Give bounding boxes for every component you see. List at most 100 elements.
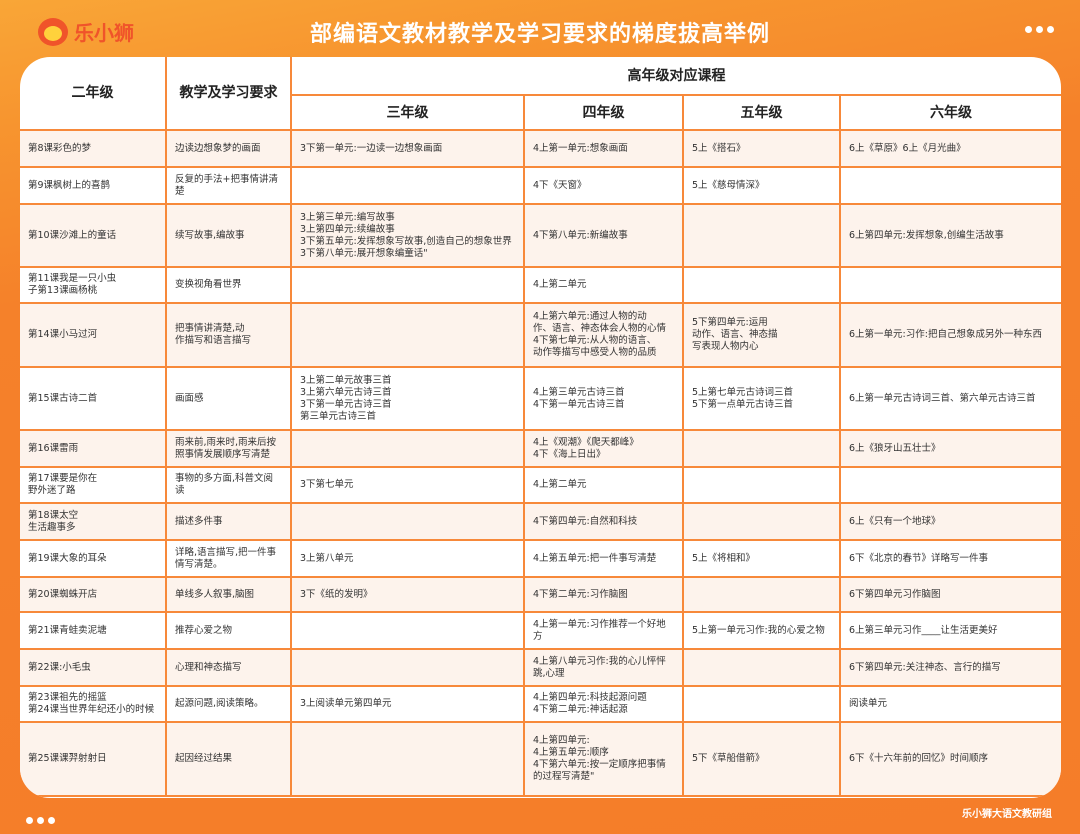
cell-req: 变换视角看世界: [165, 266, 292, 304]
cell-lesson: 第25课课羿射射日: [20, 721, 167, 797]
cell-g5: [682, 266, 841, 304]
cell-lesson: 第18课太空 生活趣事多: [20, 502, 167, 541]
header-grade6: 六年级: [839, 94, 1061, 131]
cell-g3: 3上第八单元: [290, 539, 525, 578]
cell-lesson: 第11课我是一只小虫 子第13课画杨桃: [20, 266, 167, 304]
cell-req: 描述多件事: [165, 502, 292, 541]
cell-req: 边读边想象梦的画面: [165, 129, 292, 168]
cell-g6: 6上《狼牙山五壮士》: [839, 429, 1061, 468]
table-row: 第14课小马过河 把事情讲清楚,动 作描写和语言描写 4上第六单元:通过人物的动 作…: [20, 302, 1061, 368]
cell-g5: 5上《搭石》: [682, 129, 841, 168]
cell-req: 详略,语言描写,把一件事 情写清楚。: [165, 539, 292, 578]
cell-g4: 4上第一单元:习作推荐一个好地方: [523, 611, 684, 650]
cell-g4: 4下第八单元:新编故事: [523, 203, 684, 268]
cell-g5: 5上《慈母情深》: [682, 166, 841, 205]
cell-g4: 4上第二单元: [523, 466, 684, 504]
cell-lesson: 第20课蜘蛛开店: [20, 576, 167, 613]
cell-g6: 6上《草原》6上《月光曲》: [839, 129, 1061, 168]
cell-g4: 4下《天窗》: [523, 166, 684, 205]
cell-lesson: 第14课小马过河: [20, 302, 167, 368]
cell-g6: 6上《只有一个地球》: [839, 502, 1061, 541]
cell-req: 起因经过结果: [165, 721, 292, 797]
cell-g5: [682, 648, 841, 687]
cell-req: 续写故事,编故事: [165, 203, 292, 268]
table-row: 第10课沙滩上的童话 续写故事,编故事 3上第三单元:编写故事 3上第四单元:续编故…: [20, 203, 1061, 268]
cell-g3: 3下第七单元: [290, 466, 525, 504]
cell-req: 雨来前,雨来时,雨来后按 照事情发展顺序写清楚: [165, 429, 292, 468]
cell-g5: [682, 502, 841, 541]
header-grade5: 五年级: [682, 94, 841, 131]
lion-logo-icon: [38, 17, 68, 46]
brand-logo: 乐小狮: [38, 17, 134, 46]
cell-g4: 4上第三单元古诗三首 4下第一单元古诗三首: [523, 366, 684, 431]
cell-g4: 4下第四单元:自然和科技: [523, 502, 684, 541]
cell-lesson: 第17课要是你在 野外迷了路: [20, 466, 167, 504]
table-row: 第9课枫树上的喜鹊 反复的手法+把事情讲清楚 4下《天窗》 5上《慈母情深》: [20, 166, 1061, 205]
cell-req: 画面感: [165, 366, 292, 431]
cell-g3: 3上第二单元故事三首 3上第六单元古诗三首 3下第一单元古诗三首 第三单元古诗三…: [290, 366, 525, 431]
table-row: 第11课我是一只小虫 子第13课画杨桃 变换视角看世界 4上第二单元: [20, 266, 1061, 304]
cell-g6: 6下第四单元习作脑图: [839, 576, 1061, 613]
cell-g3: 3上阅读单元第四单元: [290, 685, 525, 723]
table-row: 第21课青蛙卖泥塘 推荐心爱之物 4上第一单元:习作推荐一个好地方 5上第一单元习作:…: [20, 611, 1061, 650]
cell-g6: 6上第一单元古诗词三首、第六单元古诗三首: [839, 366, 1061, 431]
cell-g4: 4上第二单元: [523, 266, 684, 304]
table-card: 二年级 教学及学习要求 高年级对应课程 三年级 四年级 五年级 六年级 第8课彩…: [20, 57, 1061, 798]
cell-g5: 5上《将相和》: [682, 539, 841, 578]
table-row: 第16课雷雨 雨来前,雨来时,雨来后按 照事情发展顺序写清楚 4上《观潮》《爬天都峰…: [20, 429, 1061, 468]
header-higher-grades: 高年级对应课程: [290, 57, 1061, 96]
cell-g5: [682, 576, 841, 613]
table-row: 第18课太空 生活趣事多 描述多件事 4下第四单元:自然和科技 6上《只有一个地球》: [20, 502, 1061, 541]
cell-g6: 6上第四单元:发挥想象,创编生活故事: [839, 203, 1061, 268]
footer-credit: 乐小狮大语文教研组: [962, 809, 1052, 820]
cell-g5: 5上第七单元古诗词三首 5下第一点单元古诗三首: [682, 366, 841, 431]
cell-g3: [290, 302, 525, 368]
cell-g6: 6下第四单元:关注神态、言行的描写: [839, 648, 1061, 687]
cell-req: 心理和神态描写: [165, 648, 292, 687]
cell-g3: [290, 266, 525, 304]
cell-g6: 6上第一单元:习作:把自己想象成另外一种东西: [839, 302, 1061, 368]
cell-lesson: 第19课大象的耳朵: [20, 539, 167, 578]
cell-g4: 4上第一单元:想象画面: [523, 129, 684, 168]
curriculum-table: 二年级 教学及学习要求 高年级对应课程 三年级 四年级 五年级 六年级 第8课彩…: [20, 57, 1061, 797]
cell-req: 推荐心爱之物: [165, 611, 292, 650]
cell-g6: [839, 266, 1061, 304]
cell-req: 单线多人叙事,脑图: [165, 576, 292, 613]
cell-g4: 4上第八单元习作:我的心儿怦怦跳,心理: [523, 648, 684, 687]
cell-g5: [682, 429, 841, 468]
cell-g5: 5下《草船借箭》: [682, 721, 841, 797]
cell-g5: [682, 466, 841, 504]
cell-lesson: 第8课彩色的梦: [20, 129, 167, 168]
header-grade2: 二年级: [20, 57, 167, 131]
cell-g5: 5上第一单元习作:我的心爱之物: [682, 611, 841, 650]
cell-g4: 4上第四单元:科技起源问题 4下第二单元:神话起源: [523, 685, 684, 723]
table-row: 第15课古诗二首 画面感 3上第二单元故事三首 3上第六单元古诗三首 3下第一单元古…: [20, 366, 1061, 431]
cell-g3: [290, 611, 525, 650]
cell-req: 反复的手法+把事情讲清楚: [165, 166, 292, 205]
cell-lesson: 第15课古诗二首: [20, 366, 167, 431]
cell-g6: 6下《北京的春节》详略写一件事: [839, 539, 1061, 578]
cell-lesson: 第23课祖先的摇篮 第24课当世界年纪还小的时候: [20, 685, 167, 723]
table-row: 第20课蜘蛛开店 单线多人叙事,脑图 3下《纸的发明》 4下第二单元:习作脑图 6下第四…: [20, 576, 1061, 613]
cell-lesson: 第21课青蛙卖泥塘: [20, 611, 167, 650]
dots-icon: [26, 817, 55, 824]
header-grade4: 四年级: [523, 94, 684, 131]
cell-g4: 4下第二单元:习作脑图: [523, 576, 684, 613]
cell-g5: [682, 203, 841, 268]
page-title: 部编语文教材教学及学习要求的梯度拔高举例: [309, 22, 770, 47]
dots-icon: [1025, 26, 1054, 33]
cell-req: 事物的多方面,科普文阅读: [165, 466, 292, 504]
table-row: 第25课课羿射射日 起因经过结果 4上第四单元: 4上第五单元:顺序 4下第六单元:…: [20, 721, 1061, 797]
cell-g3: [290, 166, 525, 205]
cell-g6: [839, 466, 1061, 504]
cell-g3: [290, 648, 525, 687]
cell-g4: 4上第五单元:把一件事写清楚: [523, 539, 684, 578]
cell-lesson: 第9课枫树上的喜鹊: [20, 166, 167, 205]
cell-g3: 3下第一单元:一边读一边想象画面: [290, 129, 525, 168]
cell-g4: 4上第四单元: 4上第五单元:顺序 4下第六单元:按一定顺序把事情 的过程写清楚…: [523, 721, 684, 797]
cell-g3: 3下《纸的发明》: [290, 576, 525, 613]
header-requirement: 教学及学习要求: [165, 57, 292, 131]
table-row: 第23课祖先的摇篮 第24课当世界年纪还小的时候 起源问题,阅读策略。 3上阅读单元…: [20, 685, 1061, 723]
cell-g3: [290, 429, 525, 468]
table-row: 第19课大象的耳朵 详略,语言描写,把一件事 情写清楚。 3上第八单元 4上第五单元:…: [20, 539, 1061, 578]
